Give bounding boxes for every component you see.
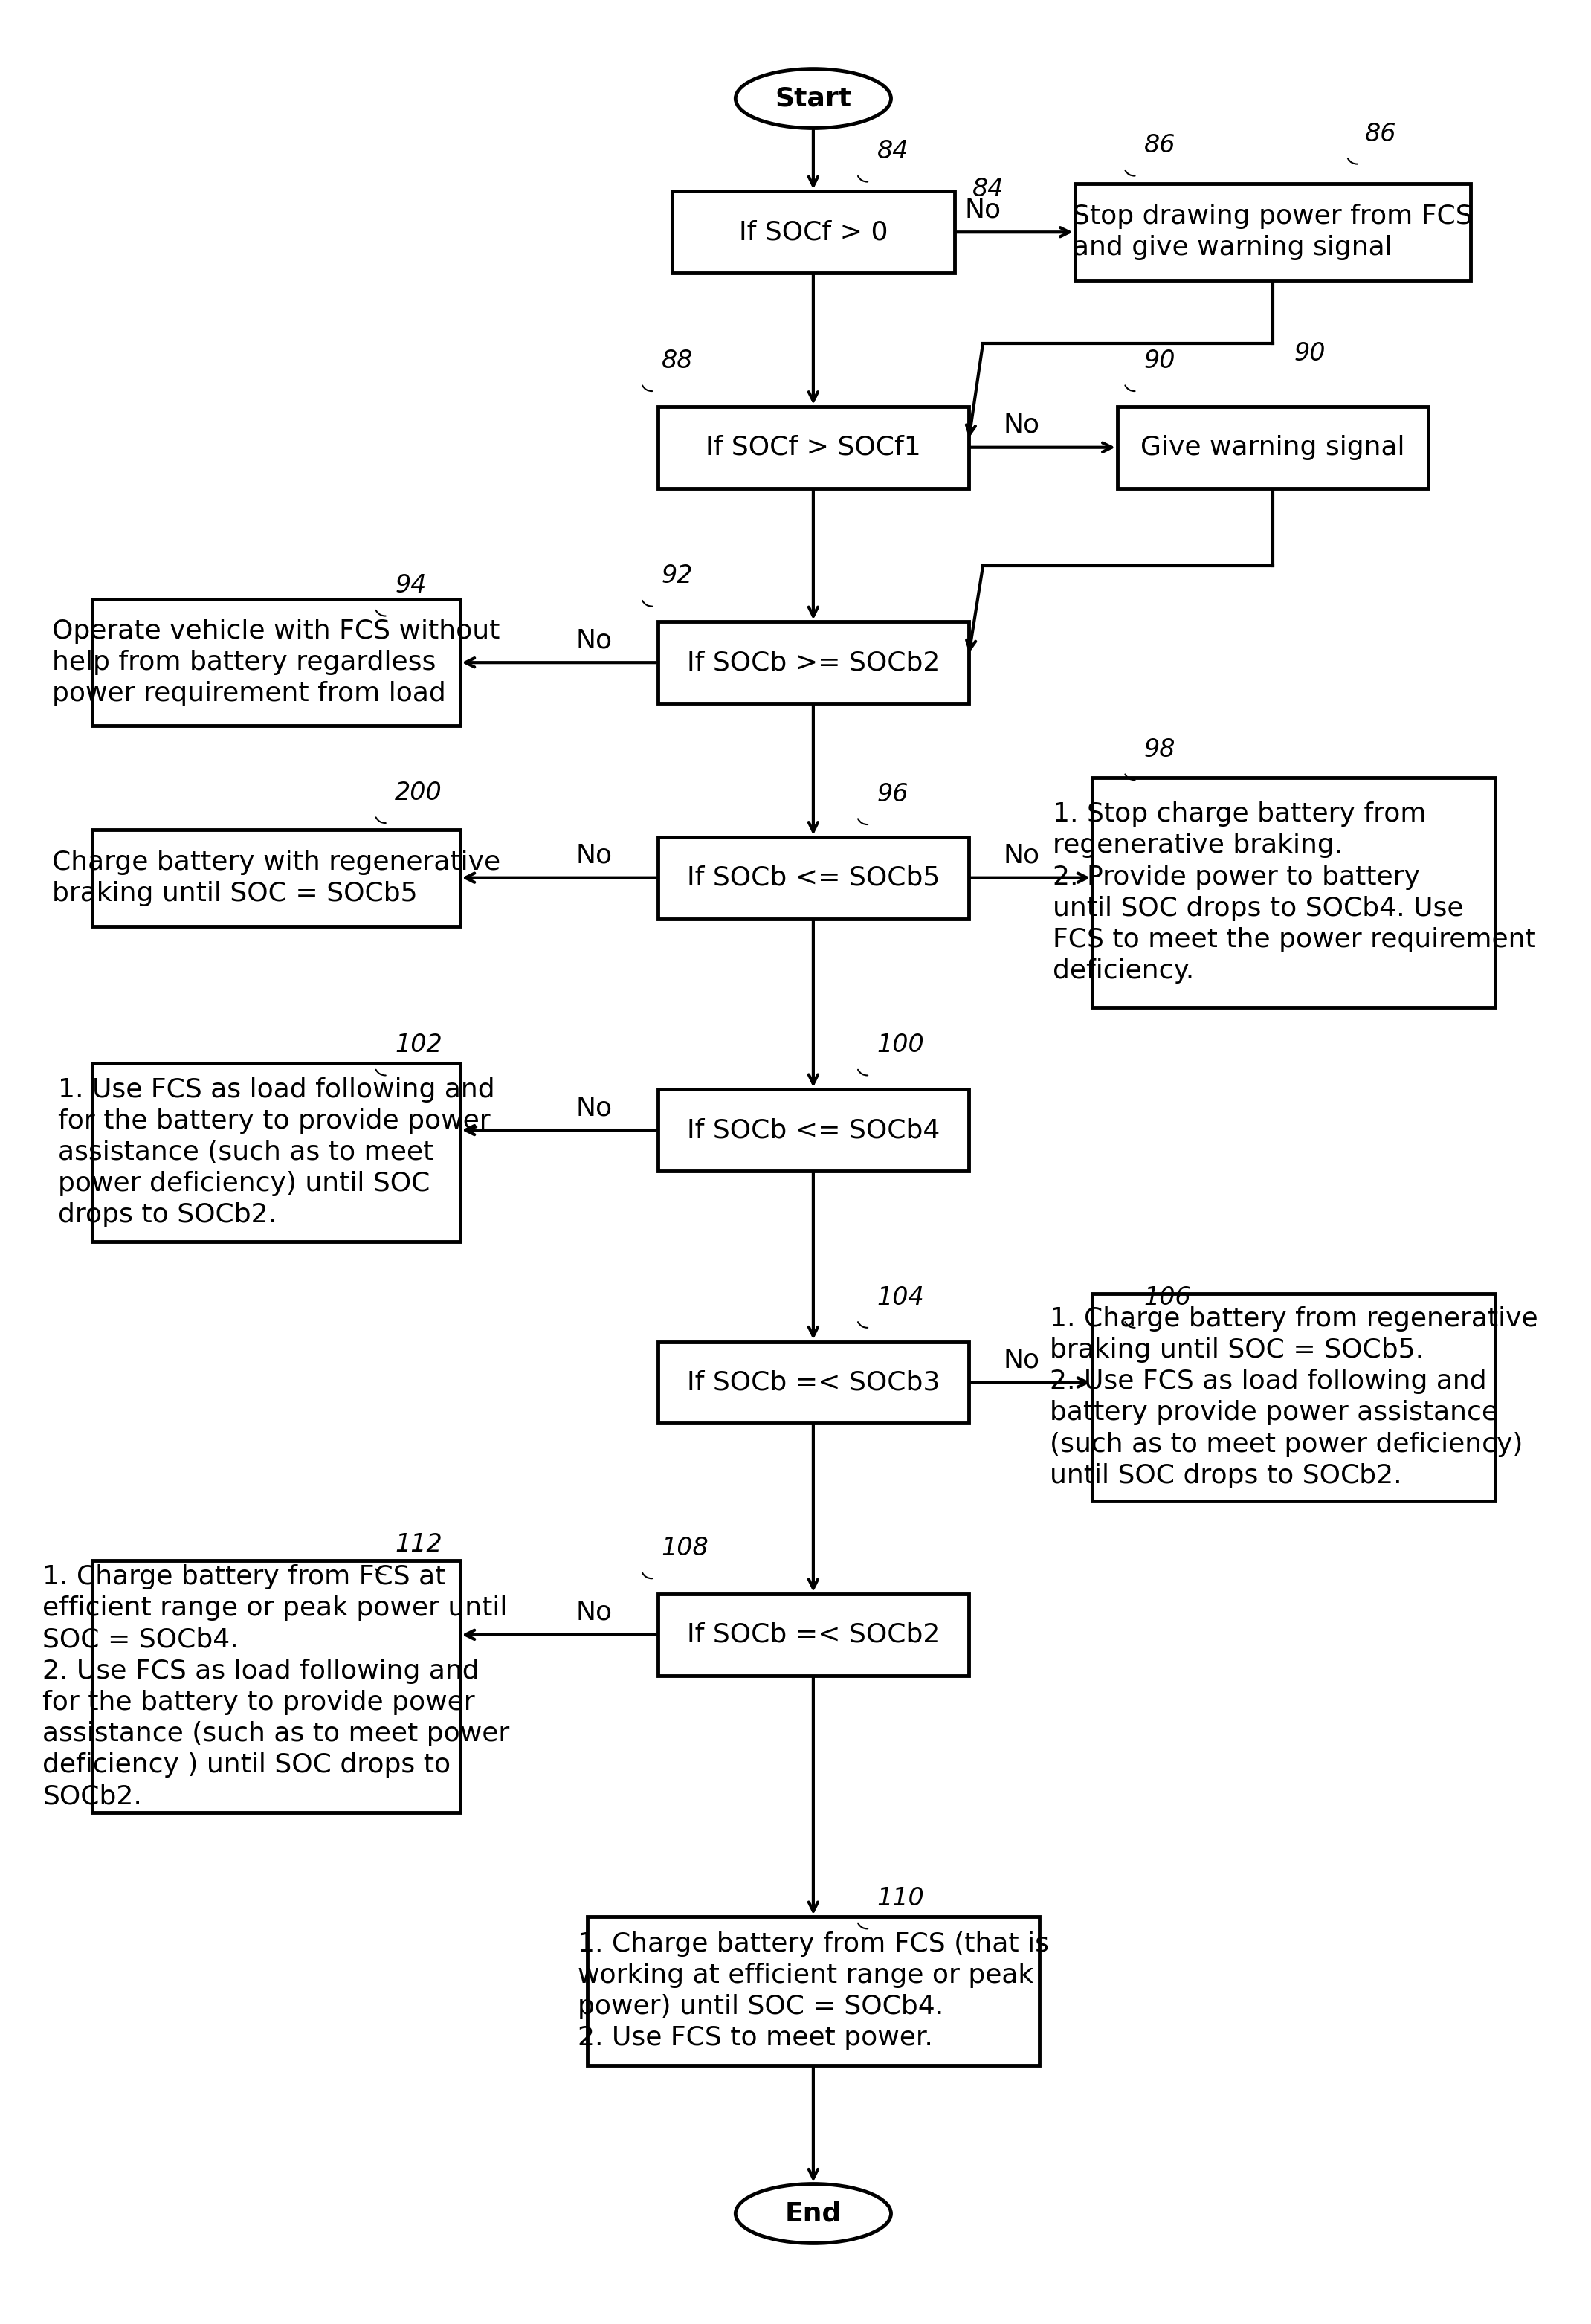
Text: 90: 90	[1293, 342, 1325, 365]
Text: 98: 98	[1144, 737, 1176, 762]
FancyBboxPatch shape	[92, 1064, 460, 1241]
FancyBboxPatch shape	[657, 1090, 969, 1171]
Text: No: No	[576, 1095, 613, 1120]
Text: No: No	[576, 1599, 613, 1624]
Text: 200: 200	[395, 781, 442, 804]
Text: If SOCb <= SOCb4: If SOCb <= SOCb4	[687, 1118, 940, 1143]
FancyBboxPatch shape	[671, 191, 955, 272]
FancyBboxPatch shape	[657, 623, 969, 704]
Text: No: No	[1004, 411, 1041, 437]
Text: Stop drawing power from FCS
and give warning signal: Stop drawing power from FCS and give war…	[1072, 205, 1473, 260]
Text: 110: 110	[877, 1887, 924, 1910]
Text: 94: 94	[395, 574, 426, 597]
Text: No: No	[576, 844, 613, 869]
Text: No: No	[576, 627, 613, 653]
Text: End: End	[784, 2201, 842, 2226]
Text: Start: Start	[775, 86, 851, 112]
Text: 1. Charge battery from FCS at
efficient range or peak power until
SOC = SOCb4.
2: 1. Charge battery from FCS at efficient …	[43, 1564, 509, 1808]
Text: If SOCf > 0: If SOCf > 0	[738, 218, 888, 244]
Text: 86: 86	[1365, 123, 1397, 146]
FancyBboxPatch shape	[1076, 184, 1470, 281]
Text: If SOCf > SOCf1: If SOCf > SOCf1	[705, 435, 921, 460]
FancyBboxPatch shape	[657, 407, 969, 488]
Text: 1. Stop charge battery from
regenerative braking.
2. Provide power to battery
un: 1. Stop charge battery from regenerative…	[1052, 802, 1535, 983]
Text: No: No	[1004, 1348, 1041, 1373]
Text: Charge battery with regenerative
braking until SOC = SOCb5: Charge battery with regenerative braking…	[53, 851, 500, 906]
Text: If SOCb =< SOCb3: If SOCb =< SOCb3	[687, 1369, 940, 1394]
FancyBboxPatch shape	[1117, 407, 1429, 488]
FancyBboxPatch shape	[657, 1594, 969, 1676]
Ellipse shape	[735, 70, 891, 128]
Ellipse shape	[735, 2185, 891, 2243]
Text: 106: 106	[1144, 1285, 1192, 1311]
Text: 112: 112	[395, 1532, 442, 1557]
Text: No: No	[1004, 844, 1041, 869]
Text: 100: 100	[877, 1032, 924, 1057]
Text: 84: 84	[972, 177, 1004, 202]
Text: 92: 92	[662, 565, 694, 588]
FancyBboxPatch shape	[657, 1341, 969, 1422]
Text: If SOCb >= SOCb2: If SOCb >= SOCb2	[687, 651, 940, 676]
FancyBboxPatch shape	[1093, 1294, 1496, 1501]
Text: 1. Charge battery from FCS (that is
working at efficient range or peak
power) un: 1. Charge battery from FCS (that is work…	[578, 1931, 1048, 2050]
Text: 96: 96	[877, 781, 908, 806]
FancyBboxPatch shape	[657, 837, 969, 918]
FancyBboxPatch shape	[92, 830, 460, 925]
Text: If SOCb =< SOCb2: If SOCb =< SOCb2	[687, 1622, 940, 1648]
Text: Operate vehicle with FCS without
help from battery regardless
power requirement : Operate vehicle with FCS without help fr…	[53, 618, 500, 706]
Text: 1. Charge battery from regenerative
braking until SOC = SOCb5.
2. Use FCS as loa: 1. Charge battery from regenerative brak…	[1050, 1306, 1538, 1487]
Text: 102: 102	[395, 1032, 442, 1057]
FancyBboxPatch shape	[587, 1917, 1039, 2066]
Text: 88: 88	[662, 349, 694, 374]
Text: If SOCb <= SOCb5: If SOCb <= SOCb5	[687, 865, 940, 890]
FancyBboxPatch shape	[92, 1559, 460, 1813]
Text: 86: 86	[1144, 132, 1176, 158]
Text: 1. Use FCS as load following and
for the battery to provide power
assistance (su: 1. Use FCS as load following and for the…	[57, 1076, 495, 1227]
Text: 90: 90	[1144, 349, 1176, 374]
Text: 84: 84	[877, 139, 908, 165]
FancyBboxPatch shape	[92, 600, 460, 725]
Text: Give warning signal: Give warning signal	[1141, 435, 1405, 460]
Text: 108: 108	[662, 1536, 708, 1559]
Text: 104: 104	[877, 1285, 924, 1311]
Text: No: No	[964, 198, 1001, 223]
FancyBboxPatch shape	[1093, 779, 1496, 1009]
